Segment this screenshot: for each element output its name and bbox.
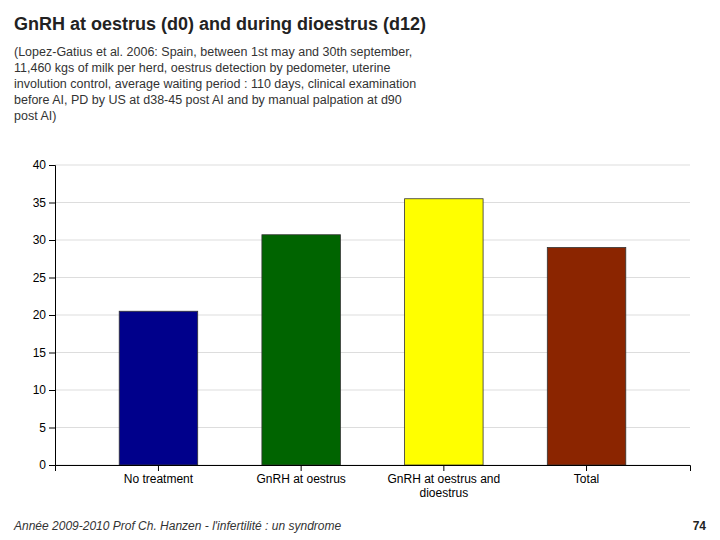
x-tick: No treatment bbox=[124, 465, 194, 486]
grid-line bbox=[55, 202, 690, 203]
y-tick-label: 5 bbox=[39, 421, 46, 435]
x-axis-line bbox=[56, 466, 691, 472]
grid-line bbox=[55, 165, 690, 166]
y-tick-label: 0 bbox=[39, 458, 46, 472]
x-tick-label: Total bbox=[574, 472, 599, 486]
x-tick-label-line: dioestrus bbox=[419, 486, 468, 500]
y-tick-label: 25 bbox=[33, 271, 47, 285]
y-tick-mark bbox=[49, 390, 55, 391]
grid bbox=[55, 165, 690, 465]
y-tick: 35 bbox=[33, 196, 55, 210]
bar bbox=[547, 248, 625, 466]
x-tick-label: No treatment bbox=[124, 472, 194, 486]
y-tick-mark bbox=[49, 353, 55, 354]
y-axis: 0 5 10 15 20 25 30 35 40 bbox=[33, 158, 56, 472]
x-tick-label-line: GnRH at oestrus and bbox=[387, 472, 500, 486]
bar bbox=[262, 235, 340, 465]
x-tick-label-line: GnRH at oestrus bbox=[256, 472, 345, 486]
x-tick: Total bbox=[574, 465, 599, 486]
y-tick-label: 30 bbox=[33, 233, 47, 247]
x-tick-label: GnRH at oestrus anddioestrus bbox=[387, 472, 500, 500]
y-tick: 10 bbox=[33, 383, 55, 397]
footer-text: Année 2009-2010 Prof Ch. Hanzen - l'infe… bbox=[13, 519, 341, 533]
x-tick-mark bbox=[158, 465, 159, 471]
footer-number: 74 bbox=[693, 519, 707, 533]
chart: GnRH at oestrus (d0) and during dioestru… bbox=[0, 0, 720, 540]
subtitle-line: post AI) bbox=[14, 109, 56, 123]
y-tick-mark bbox=[49, 278, 55, 279]
y-tick-label: 10 bbox=[33, 383, 47, 397]
y-tick: 20 bbox=[33, 308, 55, 322]
subtitle: (Lopez-Gatius et al. 2006: Spain, betwee… bbox=[14, 45, 416, 123]
subtitle-line: involution control, average waiting peri… bbox=[14, 77, 416, 91]
y-tick-label: 40 bbox=[33, 158, 47, 172]
y-tick-mark bbox=[49, 165, 55, 166]
y-tick-mark bbox=[49, 240, 55, 241]
y-axis-line bbox=[49, 166, 56, 466]
bar bbox=[119, 311, 197, 465]
y-tick-label: 15 bbox=[33, 346, 47, 360]
plot: 0 5 10 15 20 25 30 35 40 No treatment GnRH at oest… bbox=[33, 158, 691, 500]
bars bbox=[119, 199, 626, 465]
bar bbox=[405, 199, 483, 465]
y-tick: 5 bbox=[39, 421, 55, 435]
y-tick-mark bbox=[49, 203, 55, 204]
y-tick: 40 bbox=[33, 158, 55, 172]
y-tick-label: 20 bbox=[33, 308, 47, 322]
subtitle-line: (Lopez-Gatius et al. 2006: Spain, betwee… bbox=[14, 45, 412, 59]
subtitle-line: before AI, PD by US at d38-45 post AI an… bbox=[14, 93, 402, 107]
subtitle-line: 11,460 kgs of milk per herd, oestrus det… bbox=[14, 61, 390, 75]
y-tick: 25 bbox=[33, 271, 55, 285]
x-tick: GnRH at oestrus anddioestrus bbox=[387, 465, 500, 500]
x-axis: No treatment GnRH at oestrus GnRH at oestr… bbox=[56, 465, 691, 500]
x-tick-label: GnRH at oestrus bbox=[256, 472, 345, 486]
x-tick: GnRH at oestrus bbox=[256, 465, 345, 486]
y-tick: 0 bbox=[39, 458, 55, 472]
grid-line bbox=[55, 240, 690, 241]
y-tick-label: 35 bbox=[33, 196, 47, 210]
x-tick-mark bbox=[301, 465, 302, 471]
y-tick: 30 bbox=[33, 233, 55, 247]
x-tick-label-line: No treatment bbox=[124, 472, 194, 486]
title: GnRH at oestrus (d0) and during dioestru… bbox=[14, 14, 426, 34]
y-tick-mark bbox=[49, 465, 55, 466]
y-tick-mark bbox=[49, 315, 55, 316]
x-tick-label-line: Total bbox=[574, 472, 599, 486]
x-tick-mark bbox=[586, 465, 587, 471]
y-tick-mark bbox=[49, 428, 55, 429]
y-tick: 15 bbox=[33, 346, 55, 360]
x-tick-mark bbox=[443, 465, 444, 471]
